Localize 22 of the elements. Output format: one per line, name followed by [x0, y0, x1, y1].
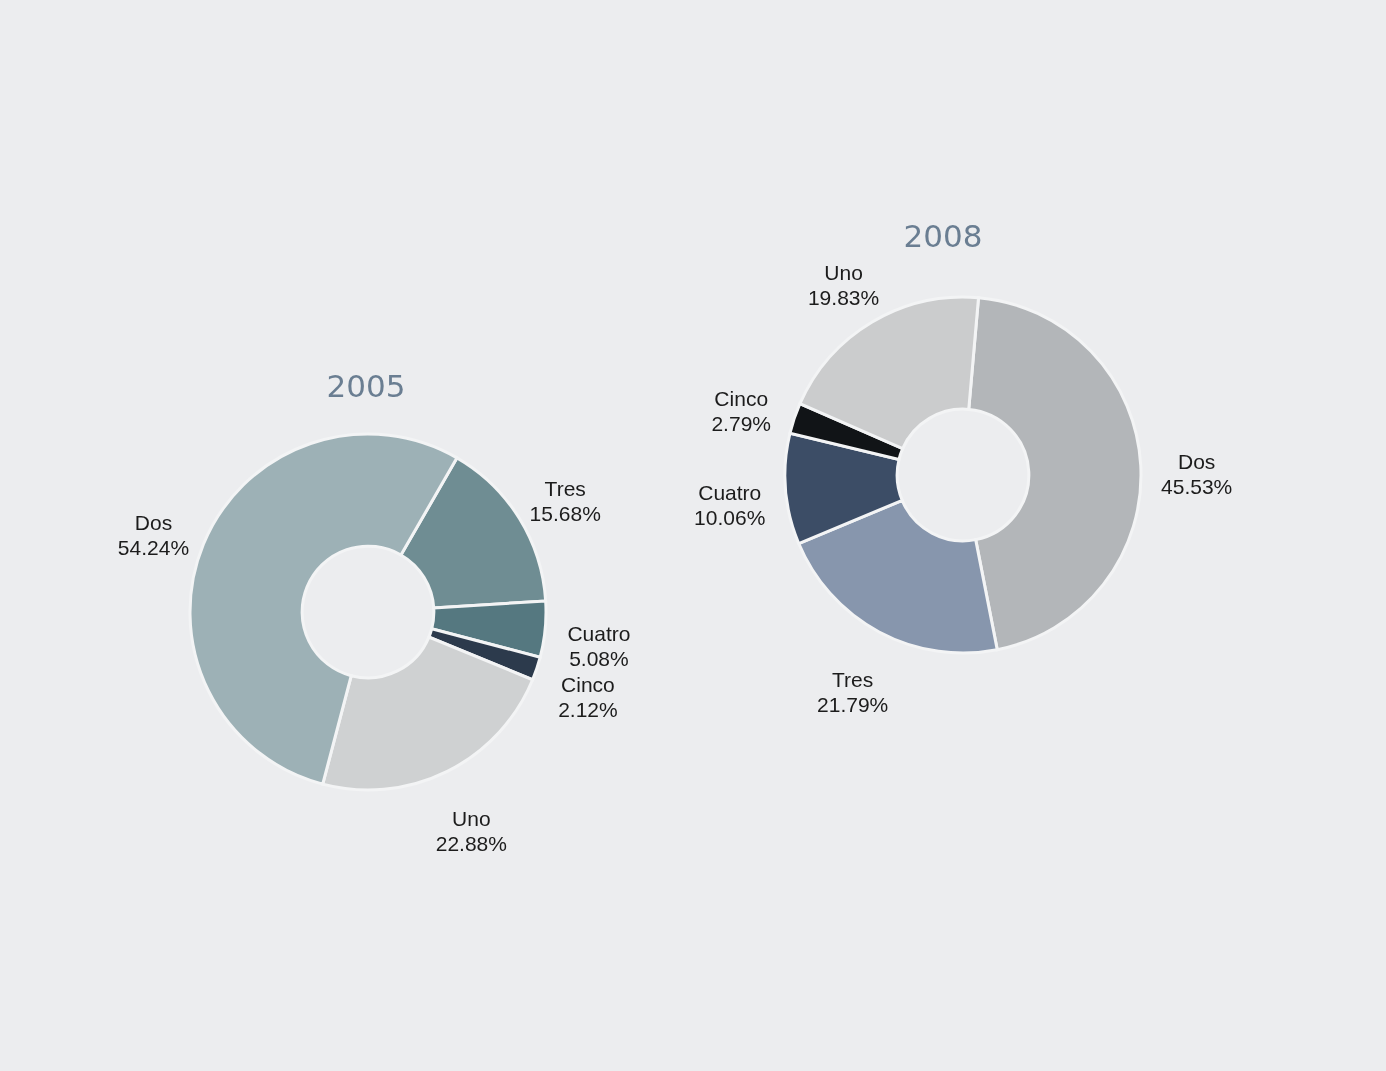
slice-label: Uno: [452, 806, 491, 830]
data-label: 19.83%: [807, 285, 880, 309]
slice-label: Dos: [134, 510, 173, 534]
data-label: 21.79%: [817, 693, 889, 717]
slice-label: Cinco: [714, 387, 769, 411]
data-label: 2.12%: [558, 697, 618, 721]
data-label: 5.08%: [569, 646, 629, 670]
slice-label: Uno: [824, 260, 863, 284]
data-label: 45.53%: [1161, 474, 1233, 498]
data-label: 54.24%: [117, 535, 190, 559]
chart-title: 2005: [326, 368, 406, 404]
slice-label: Tres: [544, 476, 586, 500]
slice-label: Tres: [832, 668, 874, 692]
chart-title: 2008: [903, 218, 983, 254]
slice-label: Cuatro: [567, 621, 631, 645]
slice-label: Cuatro: [698, 480, 762, 504]
slice-label: Dos: [1177, 449, 1216, 473]
data-label: 22.88%: [435, 831, 507, 855]
slice-label: Cinco: [561, 672, 615, 696]
data-label: 10.06%: [694, 505, 766, 529]
data-label: 15.68%: [529, 501, 601, 525]
data-label: 2.79%: [711, 412, 771, 436]
